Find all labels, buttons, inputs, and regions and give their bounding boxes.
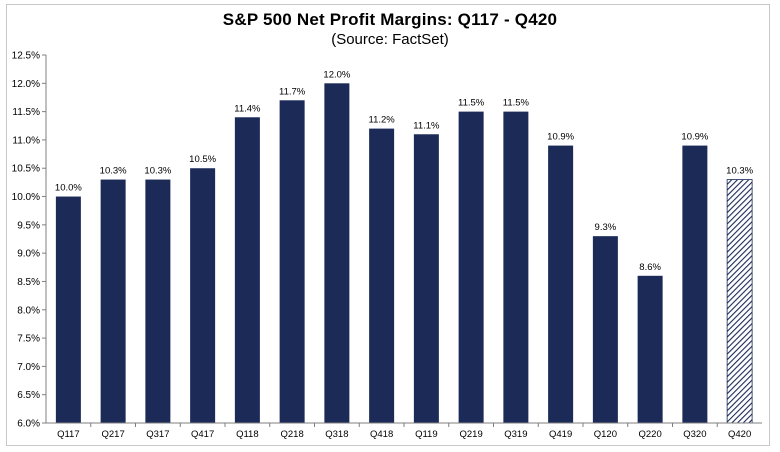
bar-q417 (190, 168, 216, 423)
bar-q317 (145, 179, 171, 423)
bar-q218 (279, 100, 305, 424)
y-tick-label: 11.5% (12, 107, 40, 118)
data-label-q317: 10.3% (144, 166, 171, 177)
bar-q120 (592, 236, 618, 423)
y-tick-label: 10.5% (12, 164, 40, 175)
bar-q217 (100, 179, 126, 423)
data-label-q120: 9.3% (595, 222, 617, 233)
bar-q220 (637, 275, 663, 423)
y-tick-label: 12.5% (12, 51, 40, 62)
data-label-q320: 10.9% (681, 132, 708, 143)
bar-q318 (324, 83, 350, 424)
bar-q117 (55, 196, 81, 423)
x-tick-label: Q317 (146, 429, 169, 440)
data-label-q319: 11.5% (503, 98, 530, 109)
data-label-q218: 11.7% (279, 86, 306, 97)
chart-subtitle: (Source: FactSet) (331, 31, 449, 48)
x-axis: Q117 Q217 Q317 Q417 Q118 Q218 Q318 Q418 Q119 Q219… (46, 422, 762, 440)
data-label-q417: 10.5% (189, 154, 216, 165)
y-tick-label: 7.5% (17, 334, 40, 345)
data-label-q419: 10.9% (547, 132, 574, 143)
x-tick-label: Q118 (236, 429, 259, 440)
data-label-q318: 12.0% (323, 69, 350, 80)
data-label-q118: 11.4% (234, 103, 261, 114)
x-tick-label: Q318 (325, 429, 348, 440)
bar-q319 (503, 111, 529, 423)
x-tick-label: Q319 (504, 429, 527, 440)
x-tick-label: Q220 (639, 429, 662, 440)
bar-q219 (458, 111, 484, 423)
data-label-q420: 10.3% (726, 166, 753, 177)
x-tick-label: Q320 (683, 429, 706, 440)
data-label-q119: 11.1% (413, 120, 440, 131)
chart-title: S&P 500 Net Profit Margins: Q117 - Q420 (222, 10, 558, 29)
y-tick-label: 11.0% (12, 135, 40, 146)
bar-q118 (234, 117, 260, 424)
y-tick-label: 6.0% (17, 419, 40, 430)
bar-q420 (726, 179, 753, 424)
y-tick-label: 7.0% (17, 362, 40, 373)
x-tick-label: Q117 (57, 429, 80, 440)
y-tick-label: 10.0% (12, 192, 40, 203)
x-tick-label: Q419 (549, 429, 572, 440)
y-tick-label: 6.5% (17, 390, 40, 401)
x-tick-label: Q217 (102, 429, 125, 440)
data-label-q117: 10.0% (55, 183, 82, 194)
x-tick-label: Q120 (594, 429, 617, 440)
bar-q418 (369, 128, 395, 423)
x-tick-label: Q418 (370, 429, 393, 440)
data-label-q217: 10.3% (100, 166, 127, 177)
bars: 10.0% 10.3% 10.3% 10.5% 11.4% 11.7% 12.0% 11.2%… (55, 69, 754, 424)
data-label-q418: 11.2% (369, 115, 396, 126)
data-label-q220: 8.6% (639, 262, 661, 273)
y-tick-label: 8.0% (17, 305, 40, 316)
y-axis: 6.0% 6.5% 7.0% 7.5% 8.0% 8.5% 9.0% 9.5% 10.0% 10.… (12, 51, 47, 430)
bar-q320 (682, 145, 708, 424)
x-tick-label: Q417 (191, 429, 214, 440)
x-tick-label: Q119 (415, 429, 438, 440)
bar-q119 (413, 134, 439, 423)
x-tick-label: Q219 (460, 429, 483, 440)
x-tick-label: Q218 (281, 429, 304, 440)
data-label-q219: 11.5% (458, 98, 485, 109)
y-tick-label: 8.5% (17, 277, 40, 288)
x-tick-label: Q420 (728, 429, 751, 440)
y-tick-label: 12.0% (12, 79, 40, 90)
y-tick-label: 9.0% (17, 249, 40, 260)
y-tick-label: 9.5% (17, 220, 40, 231)
bar-q419 (548, 145, 574, 424)
